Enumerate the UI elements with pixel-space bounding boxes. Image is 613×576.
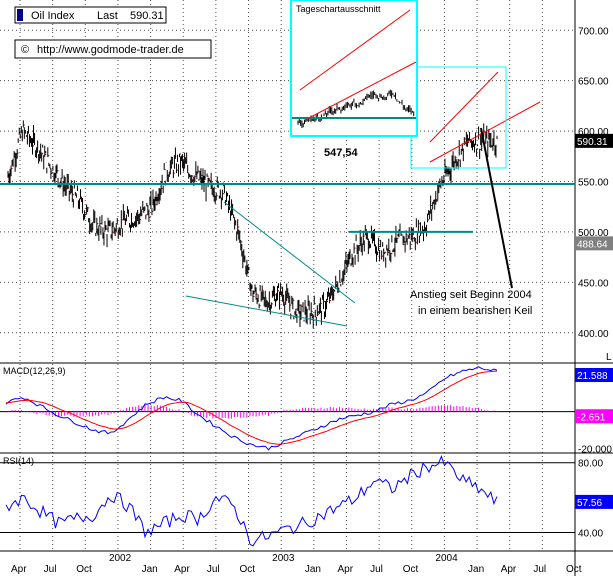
header-value: 590.31: [130, 10, 164, 22]
time-tick-label: Oct: [240, 564, 256, 575]
header-badge: Oil Index Last 590.31: [14, 6, 167, 24]
rsi-line: [5, 454, 498, 547]
downtrend-line: [223, 201, 356, 304]
signal-value-badge: -2.651: [577, 412, 606, 423]
source-badge: © http://www.godmode-trader.de: [14, 39, 212, 59]
time-tick-label: Oct: [76, 564, 92, 575]
time-tick-label: Apr: [174, 564, 190, 575]
lower-trend-line: [185, 295, 348, 327]
rsi-title: RSI(14): [3, 456, 34, 466]
field-label: Last: [97, 10, 118, 22]
corner-label: L: [606, 352, 612, 363]
time-tick-label: Jan: [468, 564, 484, 575]
rsi-tick-label: 80.00: [578, 459, 603, 470]
note-line-1: Anstieg seit Beginn 2004: [410, 289, 532, 301]
wedge-lower-line: [429, 101, 541, 163]
price-tick-label: 400.00: [578, 329, 609, 340]
level-label: 547,54: [324, 147, 359, 159]
time-tick-label: Oct: [566, 564, 582, 575]
time-tick-label: Oct: [403, 564, 419, 575]
time-tick-label: Apr: [11, 564, 27, 575]
wedge-upper-line: [429, 71, 499, 143]
time-tick-label: Jan: [305, 564, 321, 575]
rsi-value-badge: 57.56: [577, 498, 602, 509]
price-last-badge: 590.31: [577, 137, 608, 148]
time-tick-label: Jul: [370, 564, 383, 575]
price-tick-label: 450.00: [578, 278, 609, 289]
time-tick-label: Apr: [337, 564, 353, 575]
rsi-panel: RSI(14) 80.00 40.00: [0, 454, 603, 547]
macd-title: MACD(12,26,9): [3, 366, 66, 376]
time-tick-label: Jan: [142, 564, 158, 575]
rsi-tick-label: 40.00: [578, 529, 603, 540]
value-badges: 590.31 488.64 21.588 -2.651 57.56: [575, 133, 613, 509]
price-tick-label: 650.00: [578, 77, 609, 88]
rsi-value-badge-bg: [575, 494, 613, 509]
price-tick-label: 600.00: [578, 127, 609, 138]
time-tick-label: Jul: [533, 564, 546, 575]
macd-panel: MACD(12,26,9) -20.000: [0, 366, 612, 455]
instrument-name: Oil Index: [31, 10, 75, 22]
annotation-arrow: [480, 127, 513, 289]
macd-value-badge-bg: [575, 368, 613, 382]
time-tick-label: 2004: [435, 553, 458, 564]
price-tick-label: 500.00: [578, 228, 609, 239]
copyright-icon: ©: [21, 44, 29, 56]
price-secondary-badge-bg: [575, 236, 613, 251]
price-series: [7, 120, 498, 329]
inset-title: Tageschartausschnitt: [296, 4, 381, 14]
price-secondary-badge: 488.64: [577, 239, 608, 250]
macd-tick-label: -20.000: [578, 444, 612, 455]
price-tick-label: 700.00: [578, 26, 609, 37]
signal-value-badge-bg: [575, 409, 613, 424]
macd-line: [5, 366, 498, 451]
price-last-badge-bg: [575, 133, 613, 148]
inset-wedge-lower: [304, 61, 417, 121]
axes: 700.00 650.00 600.00 550.00 500.00 450.00 400.…: [11, 26, 609, 575]
macd-value-badge: 21.588: [577, 371, 608, 382]
time-tick-label: Jul: [44, 564, 57, 575]
inset-wedge-upper: [299, 9, 411, 91]
note-line-2: in einem bearishen Keil: [418, 305, 532, 317]
source-url: http://www.godmode-trader.de: [37, 44, 184, 56]
time-tick-label: Apr: [501, 564, 517, 575]
price-tick-label: 550.00: [578, 178, 609, 189]
time-tick-label: 2003: [272, 553, 295, 564]
daily-inset: Tageschartausschnitt: [290, 0, 418, 137]
signal-line: [5, 370, 498, 445]
time-tick-label: Jul: [207, 564, 220, 575]
time-tick-label: 2002: [109, 553, 132, 564]
trend-lines: [0, 66, 575, 327]
